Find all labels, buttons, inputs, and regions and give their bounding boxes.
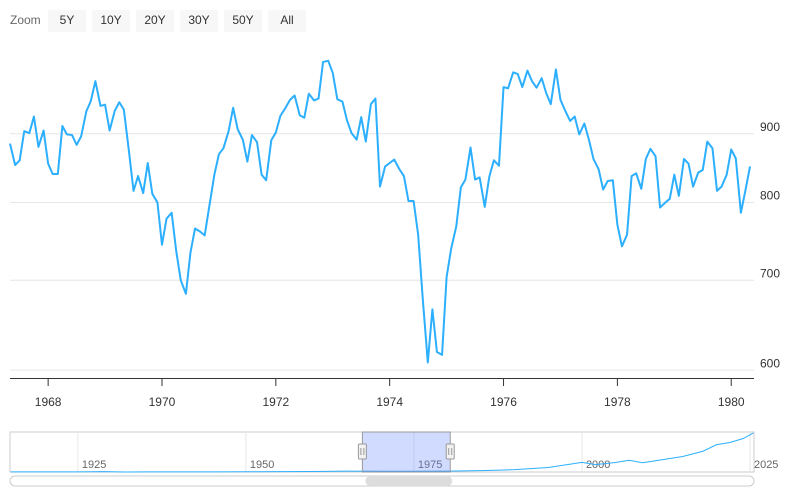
navigator-tick-label: 2000 bbox=[586, 459, 610, 471]
x-tick-label: 1978 bbox=[604, 395, 631, 409]
navigator-mask[interactable] bbox=[361, 431, 451, 473]
x-tick-label: 1976 bbox=[490, 395, 517, 409]
range-button[interactable] bbox=[180, 10, 218, 32]
range-button-label[interactable]: 50Y bbox=[232, 13, 253, 27]
scrollbar-thumb[interactable] bbox=[365, 476, 453, 486]
x-tick-label: 1974 bbox=[376, 395, 403, 409]
navigator-tick-label: 1950 bbox=[250, 459, 274, 471]
navigator: 1925 1950 1975 2000 2025 bbox=[9, 431, 778, 473]
navigator-tick-label: 1975 bbox=[418, 459, 442, 471]
plot-area bbox=[9, 59, 752, 364]
navigator-tick-label: 1925 bbox=[82, 459, 106, 471]
navigator-tick-label: 2025 bbox=[754, 459, 778, 471]
range-button[interactable] bbox=[268, 10, 306, 32]
zoom-label: Zoom bbox=[10, 13, 41, 27]
navigator-line bbox=[10, 432, 754, 473]
grid: 600 700 800 900 1968 1970 1972 1974 1976 1978 1980 bbox=[10, 120, 780, 409]
navigator-frame bbox=[9, 431, 755, 473]
range-button-label[interactable]: 20Y bbox=[144, 13, 165, 27]
y-tick-label: 900 bbox=[760, 120, 780, 134]
range-buttons: 5Y 10Y 20Y 30Y 50Y All bbox=[48, 10, 306, 32]
range-button-label[interactable]: 5Y bbox=[60, 13, 75, 27]
x-tick-label: 1968 bbox=[35, 395, 62, 409]
range-button[interactable] bbox=[92, 10, 130, 32]
range-button-label[interactable]: 30Y bbox=[188, 13, 209, 27]
y-tick-label: 700 bbox=[760, 266, 780, 280]
range-button-label[interactable]: All bbox=[280, 13, 293, 27]
range-button[interactable] bbox=[224, 10, 262, 32]
x-tick-label: 1980 bbox=[718, 395, 745, 409]
y-tick-label: 600 bbox=[760, 356, 780, 370]
range-button-label[interactable]: 10Y bbox=[100, 13, 121, 27]
price-line bbox=[9, 59, 752, 364]
x-tick-label: 1972 bbox=[262, 395, 289, 409]
x-tick-label: 1970 bbox=[149, 395, 176, 409]
y-tick-label: 800 bbox=[760, 189, 780, 203]
range-button[interactable] bbox=[136, 10, 174, 32]
navigator-handle[interactable] bbox=[445, 443, 455, 460]
range-button[interactable] bbox=[48, 10, 86, 32]
navigator-handle[interactable] bbox=[357, 443, 367, 460]
